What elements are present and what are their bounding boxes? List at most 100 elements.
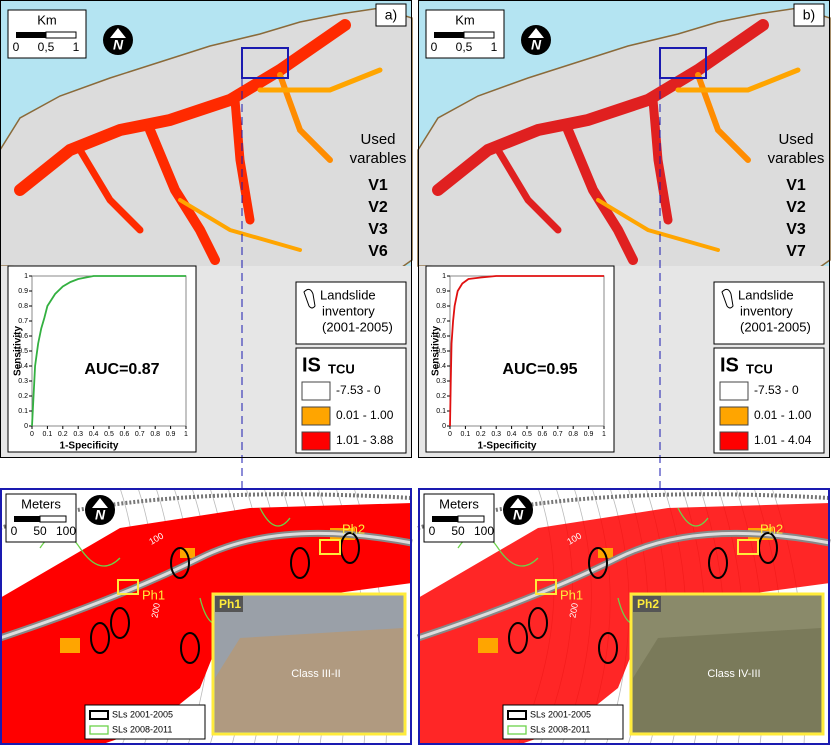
index-class-swatch [301, 431, 331, 451]
variables-heading: varables [768, 150, 825, 167]
susceptibility-zone [648, 95, 673, 225]
susceptibility-zone [277, 72, 333, 163]
x-tick-label: 0 [448, 431, 452, 438]
y-tick-label: 0.2 [18, 393, 28, 400]
index-class-label: 1.01 - 4.04 [754, 433, 812, 447]
y-tick-label: 0.7 [436, 318, 446, 325]
panel-frame [0, 0, 412, 458]
variable: V3 [786, 221, 806, 238]
x-tick-label: 0.1 [43, 431, 53, 438]
north-symbol: N [531, 37, 542, 53]
inventory-label: Landslide [320, 287, 376, 302]
x-tick-label: 0.4 [507, 431, 517, 438]
legend-swatch [89, 710, 109, 720]
index-class-swatch [301, 406, 331, 426]
north-arrow [85, 495, 115, 525]
index-subscript: TCU [746, 361, 773, 376]
inventory-label: (2001-2005) [322, 319, 393, 334]
x-axis-label: 1-Specificity [478, 441, 537, 452]
x-tick-label: 0.2 [58, 431, 68, 438]
scale-tick: 1 [491, 40, 498, 54]
variable: V7 [786, 243, 806, 260]
x-tick-label: 0.9 [584, 431, 594, 438]
scale-bar [457, 515, 485, 523]
landslide-2001-2005 [598, 632, 618, 664]
y-tick-label: 0.9 [436, 288, 446, 295]
scale-tick: 1 [73, 40, 80, 54]
panel-frame [418, 0, 830, 458]
x-tick-label: 0.6 [120, 431, 130, 438]
landslide-2001-2005 [90, 622, 110, 654]
photo-slope [215, 628, 403, 732]
site-label: Ph2 [760, 521, 783, 536]
photo-slope [633, 628, 821, 732]
scale-bar [432, 516, 458, 522]
susceptibility-zone [145, 125, 220, 265]
north-arrow [528, 28, 544, 38]
y-tick-label: 0.5 [436, 348, 446, 355]
scale-tick: 100 [56, 524, 76, 538]
scale-bar [14, 516, 40, 522]
variables-heading: varables [350, 150, 407, 167]
index-class-swatch [719, 431, 749, 451]
y-tick-label: 0.6 [436, 333, 446, 340]
auc-annotation: AUC=0.87 [84, 361, 159, 378]
y-tick-label: 0.7 [18, 318, 28, 325]
x-tick-label: 0.8 [150, 431, 160, 438]
index-class-swatch [719, 381, 749, 401]
index-class-label: -7.53 - 0 [336, 383, 381, 397]
x-tick-label: 0.1 [461, 431, 471, 438]
photo-label: Ph1 [219, 597, 241, 611]
scale-tick: 0 [13, 40, 20, 54]
y-tick-label: 0.1 [436, 408, 446, 415]
scale-unit: Meters [21, 496, 61, 511]
x-tick-label: 0.2 [476, 431, 486, 438]
scale-tick: 0,5 [456, 40, 473, 54]
y-tick-label: 0.3 [436, 378, 446, 385]
landslide-2001-2005 [588, 547, 608, 579]
x-tick-label: 0.7 [135, 431, 145, 438]
x-tick-label: 0.3 [73, 431, 83, 438]
photo-label: Ph2 [637, 597, 659, 611]
susceptibility-zone [257, 67, 383, 93]
x-tick-label: 0.5 [522, 431, 532, 438]
index-name: IS [302, 354, 321, 376]
y-tick-label: 1 [442, 273, 446, 280]
north-arrow [92, 498, 108, 508]
x-tick-label: 0 [30, 431, 34, 438]
photo-label-bg [215, 596, 243, 612]
scale-bar [39, 515, 67, 523]
north-symbol: N [513, 507, 524, 523]
landslide-2001-2005 [528, 607, 548, 639]
x-tick-label: 0.8 [568, 431, 578, 438]
index-class-label: -7.53 - 0 [754, 383, 799, 397]
x-tick-label: 0.6 [538, 431, 548, 438]
x-tick-label: 0.5 [104, 431, 114, 438]
scale-bar [434, 32, 464, 38]
susceptibility-zone [563, 125, 638, 265]
index-class-label: 1.01 - 3.88 [336, 433, 394, 447]
index-class-swatch [301, 381, 331, 401]
y-tick-label: 0.5 [18, 348, 28, 355]
scale-tick: 100 [474, 524, 494, 538]
legend-swatch [507, 710, 527, 720]
variable: V2 [368, 199, 388, 216]
susceptibility-zone [432, 19, 769, 196]
scale-unit: Km [455, 12, 475, 27]
susceptibility-zone [178, 198, 302, 252]
north-arrow [521, 25, 551, 55]
susceptibility-zone [695, 72, 751, 163]
contour-label: 200 [567, 602, 579, 619]
y-tick-label: 0.2 [436, 393, 446, 400]
photo-label-bg [633, 596, 661, 612]
y-tick-label: 0.8 [18, 303, 28, 310]
susceptibility-zone [494, 146, 562, 234]
index-subscript: TCU [328, 361, 355, 376]
roc-box [7, 265, 197, 453]
road-core [0, 531, 413, 640]
scale-bar [45, 31, 77, 39]
north-arrow [510, 498, 526, 508]
site-marker [737, 539, 759, 555]
detail-extent [659, 47, 707, 79]
north-arrow [503, 495, 533, 525]
